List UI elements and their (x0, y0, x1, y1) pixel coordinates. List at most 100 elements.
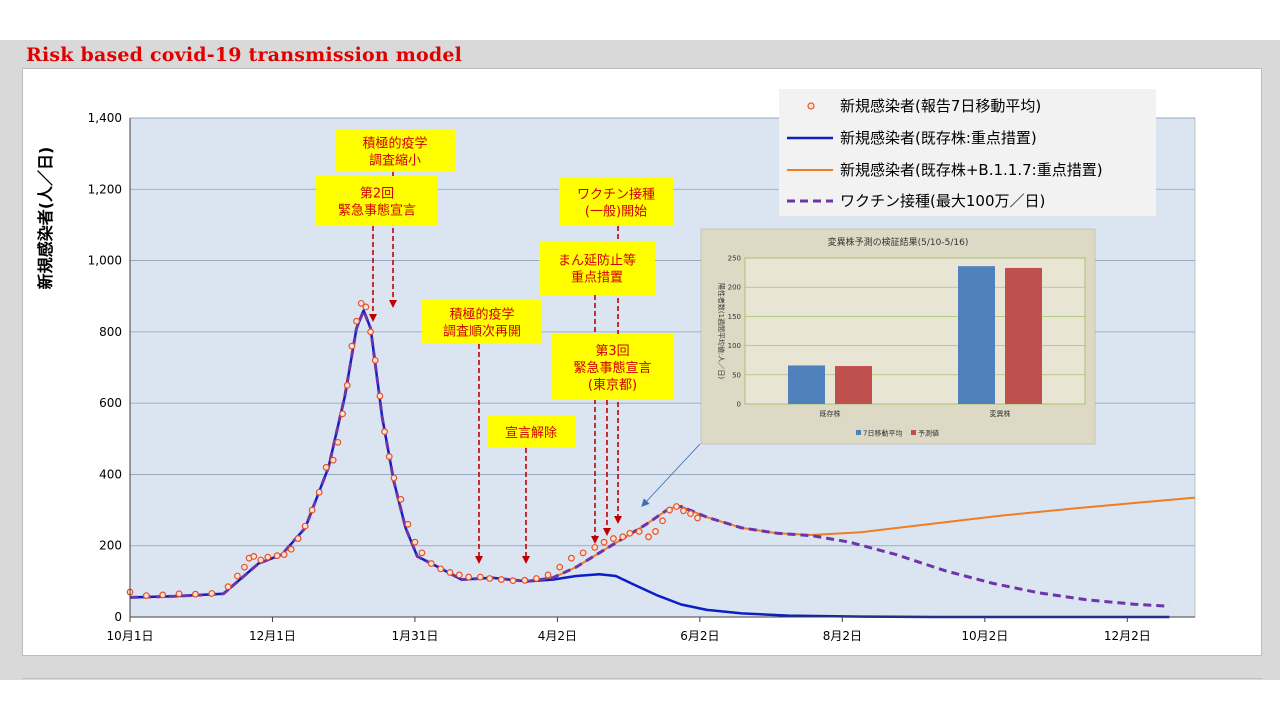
observed-point (343, 381, 351, 389)
observed-point (390, 474, 398, 482)
observed-point (339, 410, 346, 418)
inset-y-axis-title: 陽性者数(1週間平均値:人／日) (717, 283, 726, 380)
observed-point (208, 590, 216, 597)
observed-point (591, 544, 599, 551)
observed-point (250, 553, 258, 560)
observed-point (357, 299, 365, 307)
inset-bar (788, 365, 825, 404)
series-layer (126, 299, 1196, 619)
x-tick-label: 12月2日 (1104, 629, 1151, 643)
observed-point (610, 535, 617, 542)
observed-point (353, 317, 360, 325)
y-tick-label: 600 (99, 396, 122, 410)
x-tick-label: 10月2日 (961, 629, 1008, 643)
observed-point (437, 565, 445, 573)
x-tick-label: 10月1日 (107, 629, 154, 643)
observed-point (362, 303, 370, 311)
y-tick-label: 1,200 (88, 182, 122, 196)
observed-point (465, 573, 473, 581)
annotation-box (551, 334, 674, 400)
observed-point (497, 576, 505, 583)
observed-point (680, 507, 687, 515)
inset-y-tick-label: 50 (732, 371, 741, 379)
y-tick-label: 200 (99, 539, 122, 553)
observed-point (645, 533, 652, 541)
inset-x-tick-label: 既存株 (820, 409, 841, 418)
observed-point (418, 549, 426, 557)
observed-point (376, 392, 384, 400)
observed-point (348, 342, 356, 350)
observed-point (666, 506, 673, 514)
observed-point (673, 503, 680, 510)
observed-point (659, 517, 666, 525)
annotation-label: 積極的疫学調査順次再開 (443, 307, 521, 340)
annotation-label: まん延防止等重点措置 (558, 253, 636, 286)
observed-point (427, 560, 435, 567)
legend-label: ワクチン接種(最大100万／日) (840, 192, 1045, 210)
inset-chart: 変異株予測の検証結果(5/10-5/16) 陽性者数(1週間平均値:人／日) 0… (641, 228, 1096, 507)
annotation-box (316, 176, 438, 226)
annotation-label: 宣言解除 (505, 425, 557, 441)
observed-point (579, 549, 587, 557)
observed-point (404, 520, 412, 528)
y-tick-label: 0 (114, 610, 122, 624)
observed-point (322, 463, 330, 471)
inset-bar (835, 366, 872, 404)
observed-point (532, 575, 540, 582)
slide-title: Risk based covid-19 transmission model (26, 44, 463, 66)
inset-x-tick-label: 変異株 (990, 409, 1011, 418)
inset-callout-line (641, 443, 701, 507)
observed-point (476, 573, 484, 581)
observed-point (619, 533, 627, 541)
legend-label: 新規感染者(既存株+B.1.1.7:重点措置) (840, 161, 1103, 179)
annotation-label: ワクチン接種(一般)開始 (577, 187, 655, 220)
observed-point (521, 576, 529, 584)
observed-point (626, 529, 634, 537)
observed-point (159, 591, 167, 599)
inset-bar (958, 266, 995, 404)
inset-y-tick-label: 0 (737, 401, 741, 409)
observed-point (694, 514, 701, 522)
legend-box (779, 89, 1156, 216)
observed-point (175, 590, 183, 598)
observed-point (544, 571, 552, 579)
observed-point (280, 551, 288, 559)
observed-point (234, 572, 241, 580)
inset-y-tick-label: 100 (728, 342, 741, 350)
legend-swatch (807, 102, 815, 110)
observed-point (301, 522, 309, 530)
x-tick-label: 12月1日 (249, 629, 296, 643)
legend-label: 新規感染者(既存株:重点措置) (840, 129, 1037, 147)
observed-point (446, 569, 454, 576)
observed-point (371, 356, 379, 364)
observed-point (486, 575, 494, 582)
observed-point (294, 535, 302, 542)
inset-legend-swatch (911, 430, 916, 435)
y-tick-label: 1,400 (88, 111, 122, 125)
legend-label: 新規感染者(報告7日移動平均) (840, 97, 1041, 115)
observed-point (381, 428, 388, 436)
observed-point (142, 592, 150, 600)
x-tick-label: 6月2日 (680, 629, 719, 643)
annotation-box (335, 130, 455, 172)
annotation-box (559, 178, 673, 226)
inset-y-tick-label: 150 (728, 313, 741, 321)
annotation-label: 積極的疫学調査縮小 (362, 136, 427, 169)
observed-point (455, 571, 463, 579)
annotation-box (539, 241, 655, 295)
observed-point (257, 556, 265, 564)
axes: 0 200 400 600 800 1,000 1,200 1,400 10月1日 12月1日 1月… (88, 111, 1195, 643)
bottom-divider (22, 678, 1262, 679)
observed-point (687, 510, 694, 518)
inset-legend-label: 予測値 (918, 429, 939, 438)
annotation-box (487, 416, 575, 448)
inset-bar (1005, 267, 1042, 404)
y-axis-title: 新規感染者(人／日) (36, 147, 55, 290)
observed-point (308, 506, 316, 514)
legend: 新規感染者(報告7日移動平均) 新規感染者(既存株:重点措置) 新規感染者(既存株+… (779, 89, 1156, 216)
inset-title: 変異株予測の検証結果(5/10-5/16) (828, 236, 969, 248)
observed-point (224, 583, 232, 591)
observed-point (600, 538, 608, 546)
x-tick-label: 8月2日 (823, 629, 862, 643)
